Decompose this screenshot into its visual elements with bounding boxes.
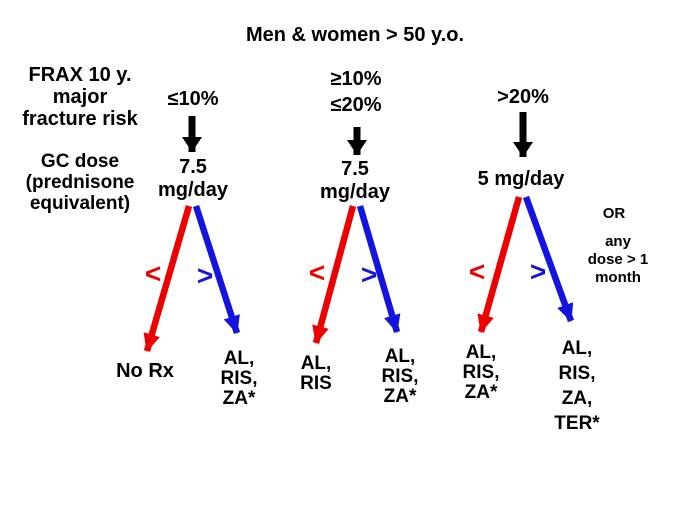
col1-gc-dose: 7.5 mg/day bbox=[157, 156, 229, 201]
col3-below-branch-arrow-icon bbox=[477, 196, 523, 333]
col3-or-label: OR bbox=[602, 205, 626, 222]
col2-above-outcome: AL, RIS, ZA* bbox=[381, 346, 419, 407]
col1-below-label: < bbox=[144, 258, 162, 289]
col3-risk-threshold: >20% bbox=[497, 86, 549, 108]
col3-duration-note: any dose > 1 month bbox=[587, 233, 649, 286]
col2-below-branch-arrow-icon bbox=[312, 205, 357, 344]
col1-above-branch-arrow-icon bbox=[192, 205, 241, 334]
col3-below-outcome: AL, RIS, ZA* bbox=[462, 342, 500, 403]
col3-above-label: > bbox=[529, 256, 547, 287]
col2-above-label: > bbox=[360, 259, 378, 290]
col1-below-branch-arrow-icon bbox=[143, 205, 193, 352]
col1-risk-threshold: ≤10% bbox=[167, 88, 219, 110]
row-header-fracture-risk: FRAX 10 y. major fracture risk bbox=[22, 64, 138, 130]
col1-above-outcome: AL, RIS, ZA* bbox=[220, 348, 258, 409]
page-title: Men & women > 50 y.o. bbox=[245, 24, 465, 46]
col1-above-label: > bbox=[196, 260, 214, 291]
col2-below-label: < bbox=[308, 257, 326, 288]
col2-below-outcome: AL, RIS bbox=[300, 353, 332, 394]
col1-below-outcome: No Rx bbox=[116, 360, 174, 382]
col3-gc-dose: 5 mg/day bbox=[477, 168, 565, 190]
row-header-gc-dose: GC dose (prednisone equivalent) bbox=[25, 151, 135, 214]
col3-above-branch-arrow-icon bbox=[522, 195, 575, 323]
col3-below-label: < bbox=[468, 256, 486, 287]
col3-above-outcome: AL, RIS, ZA, TER* bbox=[554, 338, 600, 434]
col2-gc-dose: 7.5 mg/day bbox=[319, 158, 391, 203]
col2-above-branch-arrow-icon bbox=[356, 205, 401, 333]
col2-risk-threshold: ≥10% ≤20% bbox=[330, 68, 382, 116]
